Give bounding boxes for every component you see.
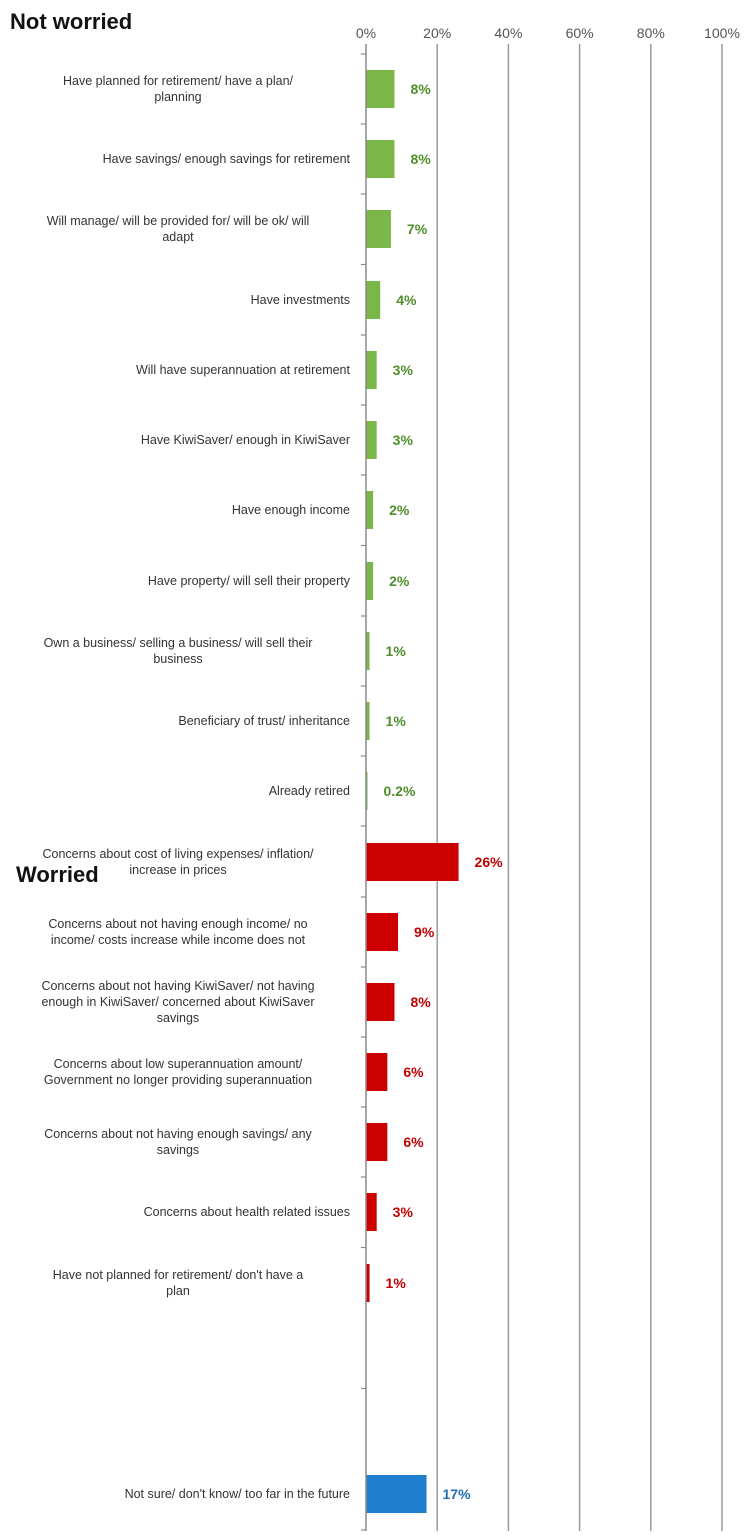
category-label: Government no longer providing superannu… <box>44 1073 312 1087</box>
bar <box>366 632 370 670</box>
bar <box>366 70 395 108</box>
x-tick-label: 100% <box>704 25 740 41</box>
category-label: Have enough income <box>232 503 350 517</box>
category-label: savings <box>157 1011 199 1025</box>
bar <box>366 1475 427 1513</box>
data-label: 8% <box>410 994 431 1010</box>
data-label: 1% <box>386 643 407 659</box>
grid <box>436 44 723 1531</box>
x-tick-label: 0% <box>356 25 376 41</box>
data-label: 2% <box>389 573 410 589</box>
category-label: Concerns about low superannuation amount… <box>54 1057 303 1071</box>
bar <box>366 562 374 600</box>
data-label: 17% <box>443 1486 472 1502</box>
bar <box>366 983 395 1021</box>
category-label: Not sure/ don't know/ too far in the fut… <box>125 1487 350 1501</box>
category-label: Have not planned for retirement/ don't h… <box>53 1268 304 1282</box>
x-tick-label: 80% <box>637 25 665 41</box>
data-label: 3% <box>393 1204 414 1220</box>
category-label: Concerns about not having enough income/… <box>48 917 307 931</box>
x-tick-label: 20% <box>423 25 451 41</box>
bar <box>366 1264 370 1302</box>
data-label: 3% <box>393 362 414 378</box>
data-label: 6% <box>403 1064 424 1080</box>
bar <box>366 913 399 951</box>
data-label: 6% <box>403 1134 424 1150</box>
category-label: Have investments <box>251 293 350 307</box>
data-label: 0.2% <box>384 783 416 799</box>
x-tick-label: 60% <box>566 25 594 41</box>
category-label: Concerns about health related issues <box>144 1205 350 1219</box>
category-label: Concerns about not having KiwiSaver/ not… <box>41 979 314 993</box>
category-label: plan <box>166 1284 190 1298</box>
category-label: Already retired <box>269 784 350 798</box>
category-label: increase in prices <box>129 863 226 877</box>
category-label: Beneficiary of trust/ inheritance <box>178 714 350 728</box>
data-label: 2% <box>389 502 410 518</box>
data-label: 1% <box>386 713 407 729</box>
data-label: 9% <box>414 924 435 940</box>
category-label: Have savings/ enough savings for retirem… <box>103 152 351 166</box>
x-axis-ticks: 0% 20% 40% 60% 80% 100% <box>356 25 740 41</box>
data-label: 7% <box>407 221 428 237</box>
data-label: 8% <box>410 81 431 97</box>
category-label: Own a business/ selling a business/ will… <box>44 636 313 650</box>
category-label: business <box>153 652 202 666</box>
category-label: Will have superannuation at retirement <box>136 363 351 377</box>
x-tick-label: 40% <box>494 25 522 41</box>
y-axis <box>361 44 367 1531</box>
bar <box>366 1193 377 1231</box>
category-label: enough in KiwiSaver/ concerned about Kiw… <box>41 995 314 1009</box>
category-label: Concerns about not having enough savings… <box>44 1127 312 1141</box>
bar <box>366 1053 388 1091</box>
section-heading: Not worried <box>10 9 132 34</box>
category-label: Will manage/ will be provided for/ will … <box>47 214 310 228</box>
data-label: 4% <box>396 292 417 308</box>
category-label: income/ costs increase while income does… <box>51 933 306 947</box>
bar <box>366 140 395 178</box>
section-heading: Worried <box>16 862 99 887</box>
category-label: adapt <box>162 230 194 244</box>
category-label: Concerns about cost of living expenses/ … <box>43 847 315 861</box>
value-labels: 8% 8% 7% 4% 3% 3% 2% 2% 1% 1% 0.2% 26% 9% 8% 6% 6% 3% 1% 1… <box>384 81 504 1502</box>
category-label: savings <box>157 1143 199 1157</box>
data-label: 26% <box>475 854 504 870</box>
category-label: Have KiwiSaver/ enough in KiwiSaver <box>141 433 350 447</box>
bar <box>366 491 374 529</box>
data-label: 3% <box>393 432 414 448</box>
bar <box>366 421 377 459</box>
category-label: Have planned for retirement/ have a plan… <box>63 74 294 88</box>
bar <box>366 351 377 389</box>
bar <box>366 281 381 319</box>
category-label: Have property/ will sell their property <box>148 574 351 588</box>
bar <box>366 1123 388 1161</box>
category-labels: Have planned for retirement/ have a plan… <box>41 74 350 1501</box>
category-label: planning <box>154 90 201 104</box>
bar <box>366 702 370 740</box>
bars <box>366 70 459 1513</box>
bar <box>366 843 459 881</box>
data-label: 8% <box>410 151 431 167</box>
data-label: 1% <box>386 1275 407 1291</box>
bar <box>366 210 391 248</box>
section-headings: Not worried Worried <box>10 9 132 887</box>
